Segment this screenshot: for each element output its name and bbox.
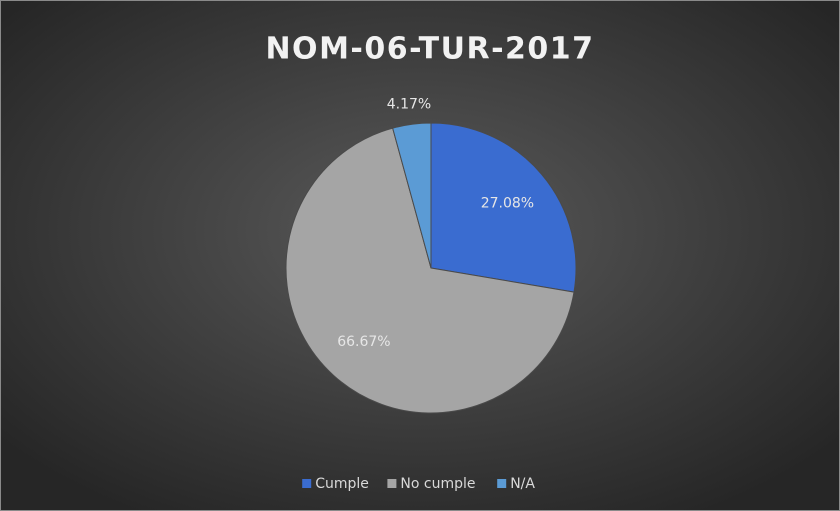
legend-label: Cumple [315, 476, 369, 492]
legend-swatch [387, 479, 397, 488]
data-label: 4.17% [387, 96, 431, 112]
legend-label: N/A [510, 476, 535, 492]
legend-swatch [497, 479, 507, 488]
chart-title: NOM-06-TUR-2017 [265, 32, 594, 67]
legend-swatch [302, 479, 312, 488]
data-label: 27.08% [481, 195, 534, 211]
pie-slice [392, 122, 432, 269]
pie-slice [285, 127, 575, 414]
data-label: 66.67% [337, 334, 390, 350]
legend-label: No cumple [400, 476, 475, 492]
pie-slice [430, 122, 577, 293]
